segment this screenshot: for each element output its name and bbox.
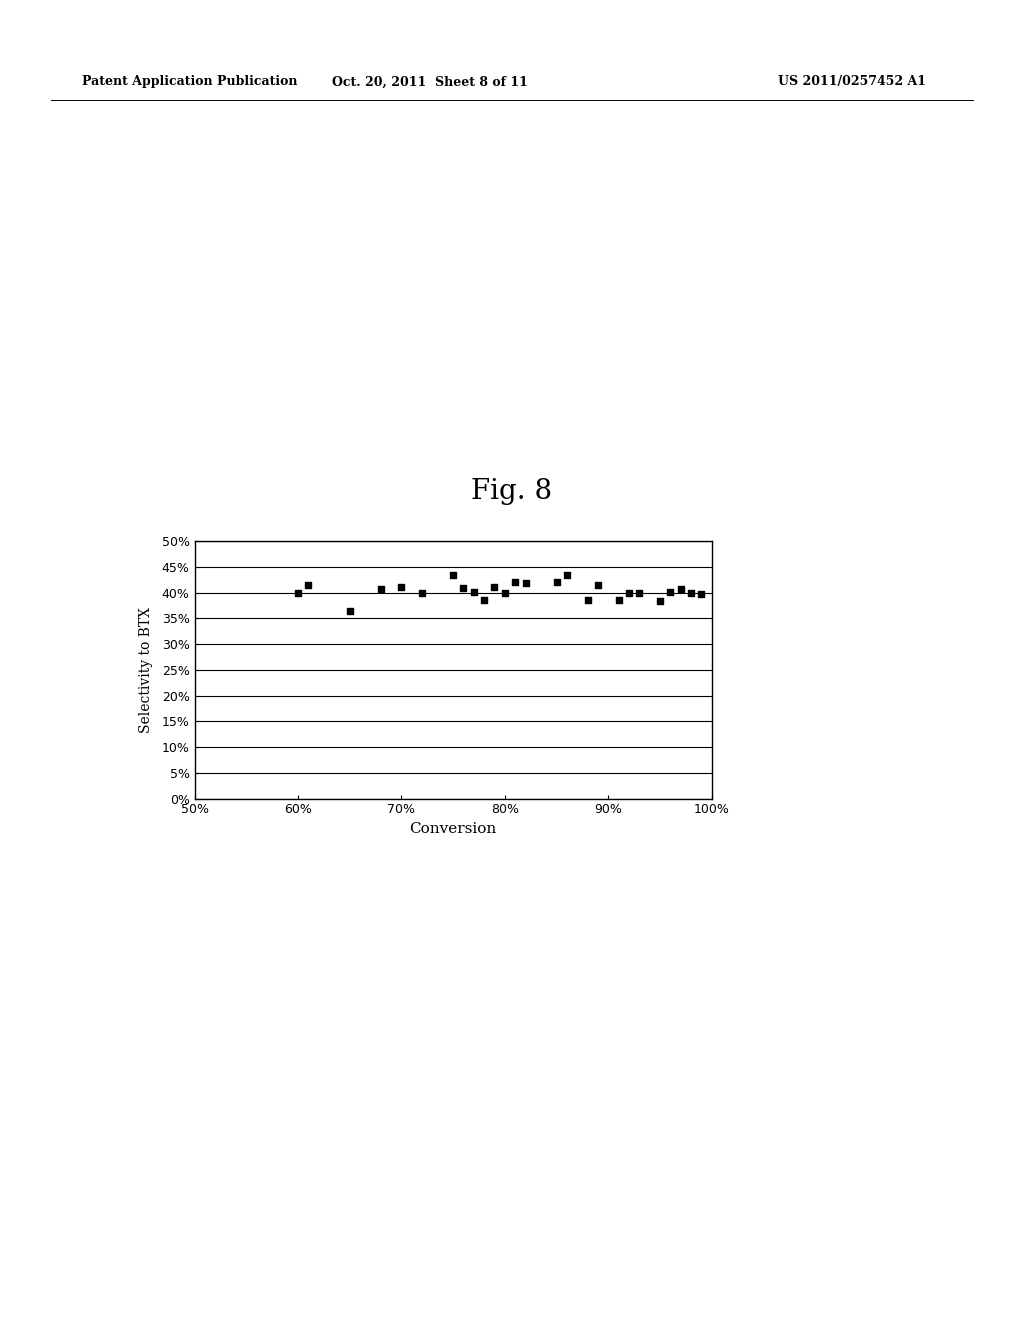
Point <box>507 572 523 593</box>
Y-axis label: Selectivity to BTX: Selectivity to BTX <box>139 607 154 733</box>
Point <box>652 591 669 612</box>
Point <box>610 590 627 611</box>
Point <box>466 581 482 602</box>
Point <box>621 582 637 603</box>
Point <box>693 583 710 605</box>
Point <box>549 572 565 593</box>
Point <box>414 582 430 603</box>
Text: Fig. 8: Fig. 8 <box>471 478 553 504</box>
Point <box>290 582 306 603</box>
Point <box>673 578 689 599</box>
Point <box>683 582 699 603</box>
Point <box>300 574 316 595</box>
Point <box>590 574 606 595</box>
X-axis label: Conversion: Conversion <box>410 822 497 836</box>
Point <box>497 582 513 603</box>
Point <box>580 590 596 611</box>
Point <box>517 573 534 594</box>
Point <box>486 576 503 597</box>
Point <box>663 581 679 602</box>
Point <box>342 601 358 622</box>
Text: Patent Application Publication: Patent Application Publication <box>82 75 297 88</box>
Point <box>445 564 462 585</box>
Point <box>456 577 472 598</box>
Text: US 2011/0257452 A1: US 2011/0257452 A1 <box>778 75 927 88</box>
Point <box>559 564 575 585</box>
Text: Oct. 20, 2011  Sheet 8 of 11: Oct. 20, 2011 Sheet 8 of 11 <box>332 75 528 88</box>
Point <box>393 577 410 598</box>
Point <box>631 582 647 603</box>
Point <box>373 578 389 599</box>
Point <box>476 590 493 611</box>
